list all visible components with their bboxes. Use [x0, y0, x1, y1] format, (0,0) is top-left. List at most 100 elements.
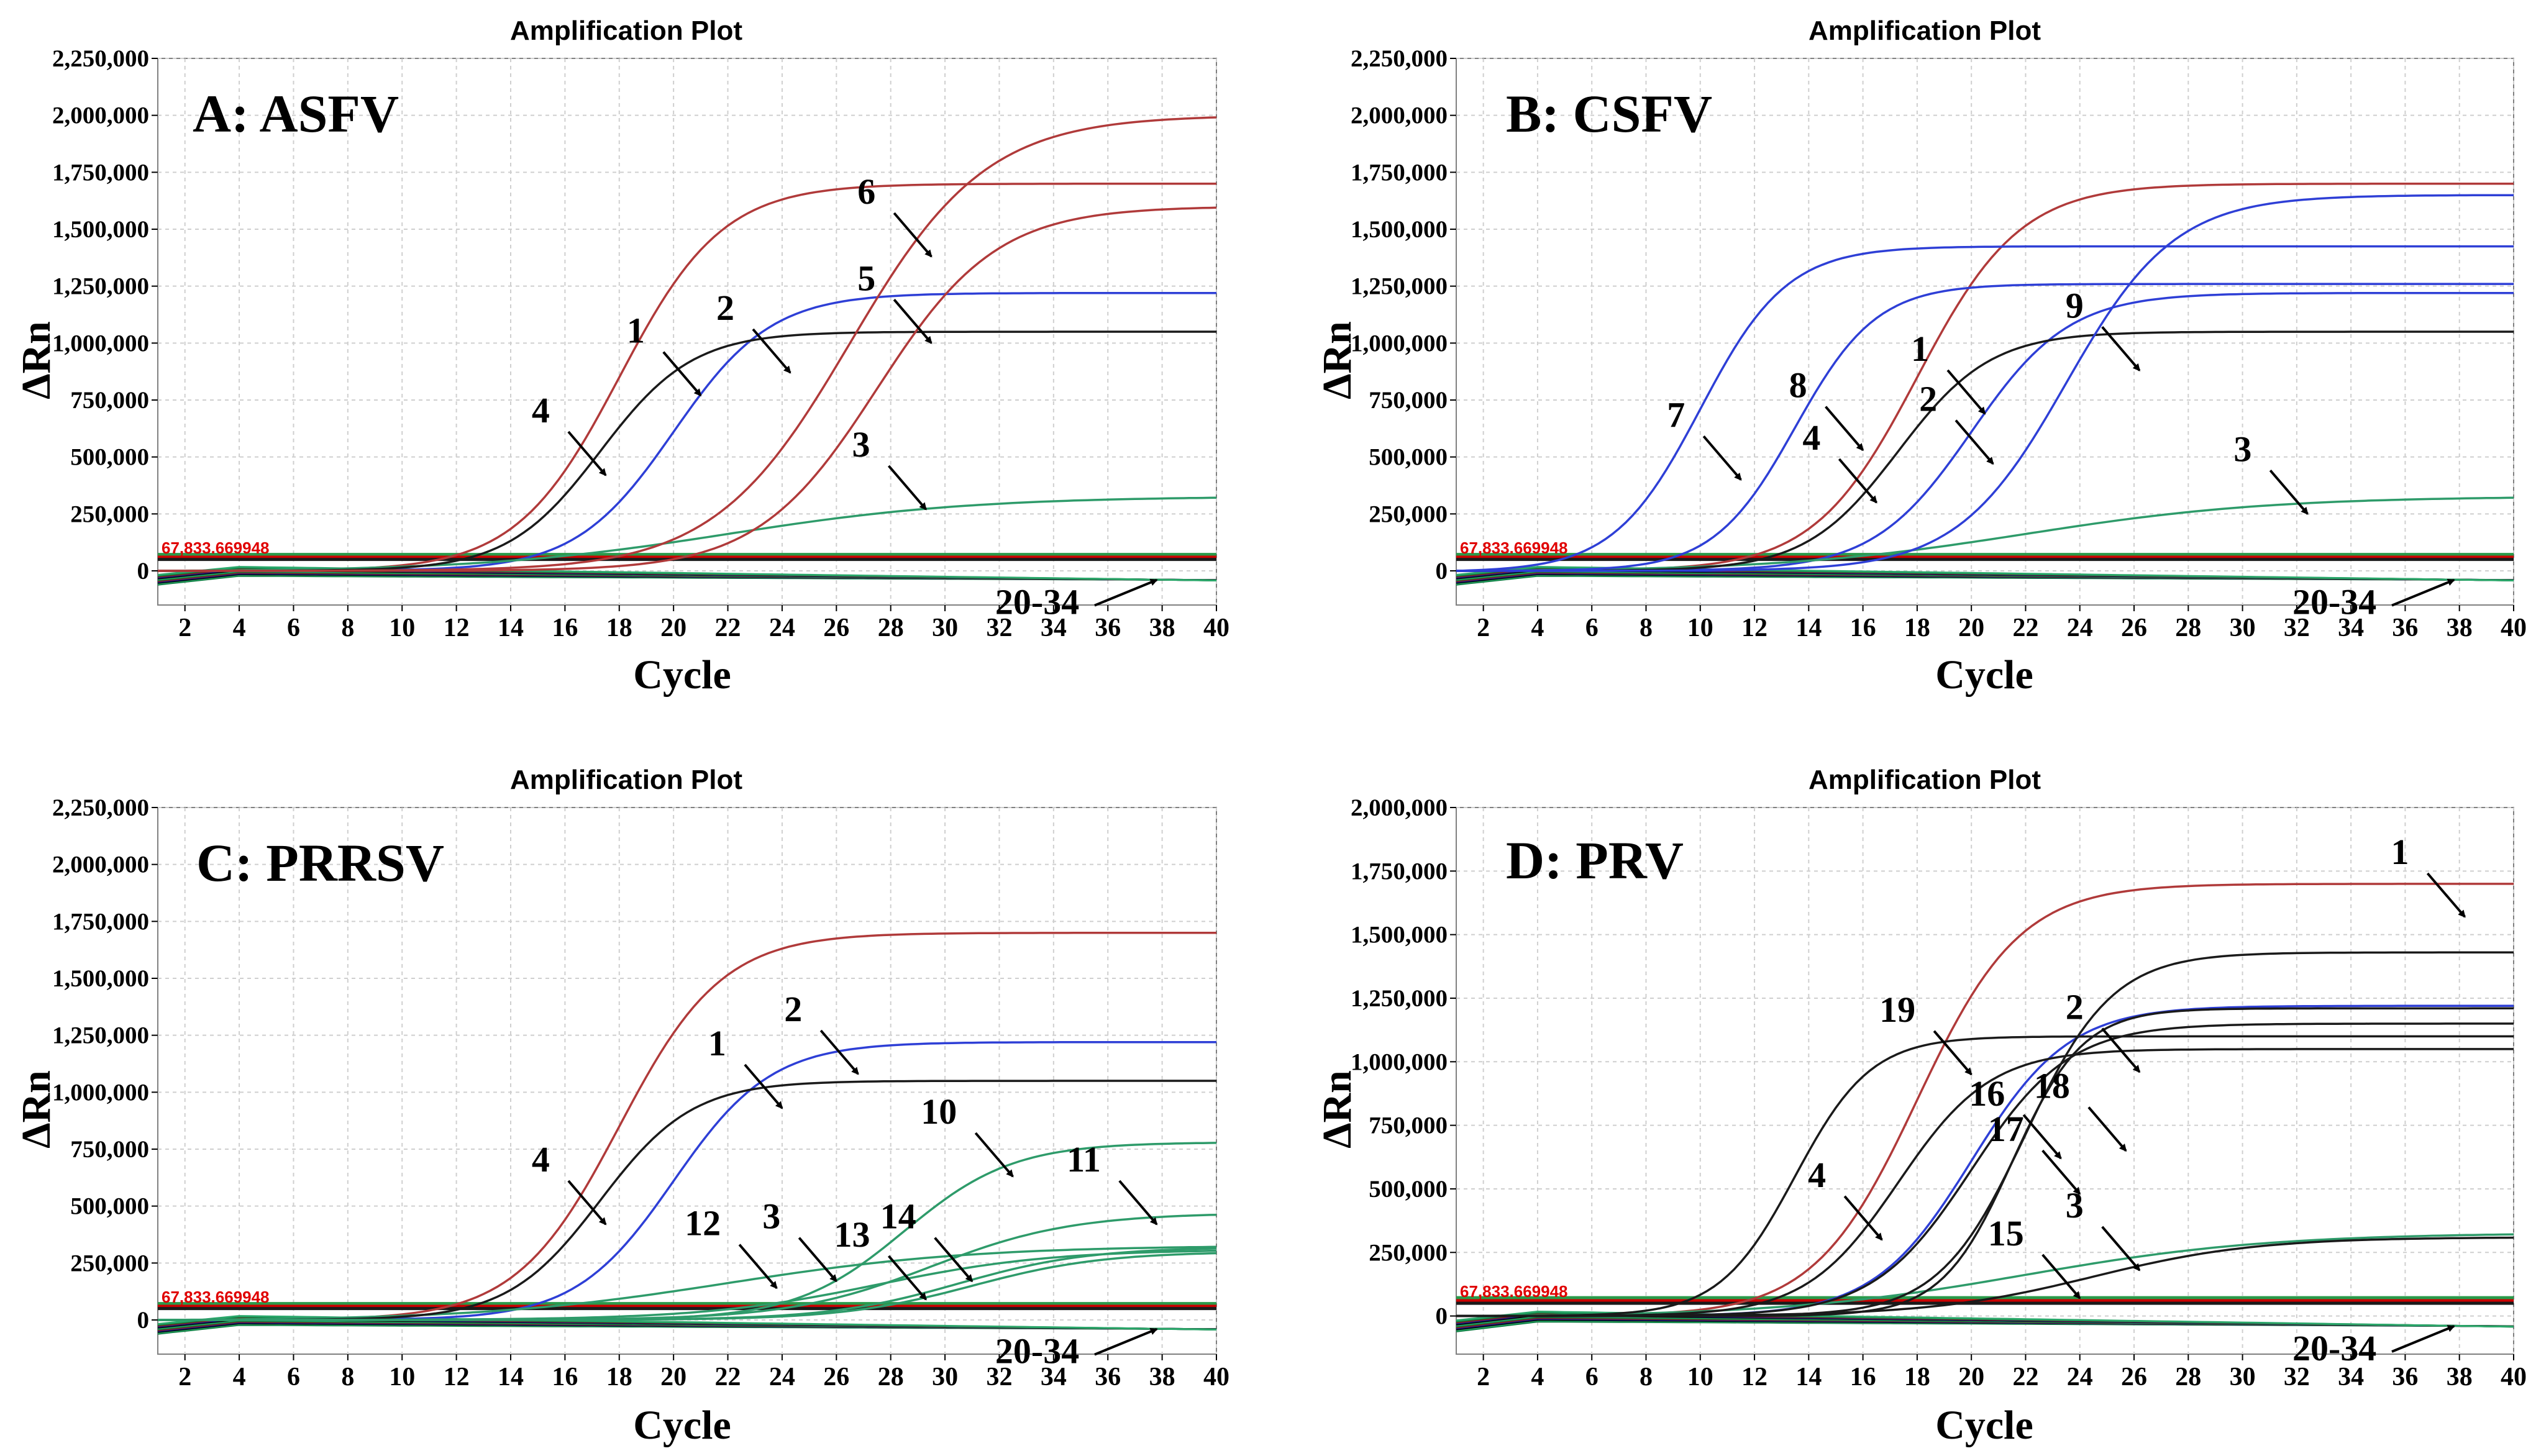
- x-tick-label: 8: [341, 614, 354, 642]
- curve-annotation: 4: [1808, 1155, 1826, 1195]
- annotation-arrow: [567, 1180, 607, 1226]
- x-tick-label: 36: [2392, 614, 2418, 642]
- annotation-arrow: [1118, 1180, 1158, 1226]
- x-tick-label: 14: [498, 614, 524, 642]
- x-tick-label: 40: [2501, 614, 2527, 642]
- annotation-arrow: [2041, 1254, 2081, 1299]
- curve-annotation: 19: [1879, 990, 1915, 1030]
- panel-label: C: PRRSV: [196, 833, 444, 893]
- amplification-curve: [1456, 951, 2514, 1317]
- curve-annotation: 3: [2233, 429, 2251, 469]
- annotation-arrow: [893, 212, 933, 258]
- curve-annotation: 4: [532, 390, 550, 430]
- y-tick-label: 250,000: [70, 501, 149, 527]
- x-tick-label: 30: [2230, 1363, 2256, 1391]
- y-tick-label: 500,000: [1369, 1176, 1448, 1203]
- curve-annotation: 16: [1969, 1073, 2005, 1114]
- x-tick-label: 4: [233, 1363, 246, 1391]
- annotation-arrow: [1702, 435, 1742, 481]
- threshold-label: 67,833.669948: [1460, 1282, 1568, 1301]
- x-tick-label: 34: [2338, 1363, 2364, 1391]
- amplification-curve: [1456, 1035, 2514, 1317]
- amplification-curve: [1456, 1233, 2514, 1317]
- threshold-label: 67,833.669948: [162, 1288, 270, 1306]
- x-tick-label: 36: [1095, 614, 1121, 642]
- panel-label: A: ASFV: [193, 84, 399, 143]
- x-tick-label: 36: [1095, 1363, 1121, 1391]
- y-axis-label: ΔRn: [1315, 1070, 1360, 1149]
- x-tick-label: 6: [287, 1363, 300, 1391]
- annotation-arrow: [1946, 369, 1986, 415]
- amplification-curve: [1456, 194, 2514, 572]
- x-tick-label: 40: [1203, 1363, 1229, 1391]
- curve-annotation: 13: [834, 1214, 870, 1255]
- panel-a-asfv: 2 4 6 8 10 12 14 16 18 20 22 24 26 28 30 32 34 36 38 400250…: [14, 16, 1229, 698]
- x-tick-label: 14: [1795, 1363, 1822, 1391]
- annotation-arrow: [2101, 1226, 2141, 1272]
- x-tick-label: 20: [1958, 1363, 1984, 1391]
- y-tick-label: 1,250,000: [52, 273, 149, 300]
- x-tick-label: 6: [287, 614, 300, 642]
- curve-annotation: 9: [2066, 285, 2084, 325]
- curve-annotation: 5: [857, 258, 875, 298]
- annotation-arrow: [2101, 326, 2141, 371]
- y-axis-label: ΔRn: [14, 1070, 59, 1149]
- curve-annotation: 7: [1667, 394, 1685, 435]
- annotation-arrow: [974, 1132, 1014, 1178]
- y-axis-label: ΔRn: [14, 321, 59, 399]
- y-tick-label: 1,750,000: [52, 159, 149, 186]
- x-tick-label: 2: [178, 1363, 191, 1391]
- x-tick-label: 22: [2012, 1363, 2038, 1391]
- curve-annotation: 3: [852, 424, 870, 465]
- x-tick-label: 10: [1687, 614, 1713, 642]
- curve-annotation: 3: [2066, 1185, 2084, 1226]
- panel-title: Amplification Plot: [510, 16, 742, 46]
- annotation-arrow: [1954, 419, 1994, 465]
- x-tick-label: 12: [444, 1363, 470, 1391]
- y-tick-label: 0: [137, 558, 150, 585]
- y-tick-label: 2,250,000: [1351, 45, 1448, 72]
- amplification-curve: [1456, 496, 2514, 572]
- x-axis-label: Cycle: [1935, 1403, 2033, 1448]
- panel-label: D: PRV: [1506, 830, 1684, 890]
- curve-annotation: 18: [2034, 1066, 2070, 1106]
- x-tick-label: 2: [1477, 1363, 1490, 1391]
- x-tick-label: 4: [1531, 614, 1544, 642]
- amplification-curve: [158, 116, 1217, 572]
- y-tick-label: 750,000: [70, 1136, 149, 1163]
- x-tick-label: 22: [715, 1363, 741, 1391]
- x-tick-label: 10: [389, 1363, 415, 1391]
- y-tick-label: 250,000: [1369, 501, 1448, 527]
- threshold-label: 67,833.669948: [1460, 539, 1568, 557]
- y-tick-label: 2,000,000: [1351, 102, 1448, 129]
- x-tick-label: 38: [2447, 614, 2473, 642]
- x-tick-label: 2: [1477, 614, 1490, 642]
- x-tick-label: 4: [233, 614, 246, 642]
- x-tick-label: 38: [2447, 1363, 2473, 1391]
- curve-annotation: 20-34: [2292, 582, 2376, 622]
- x-tick-label: 18: [1904, 1363, 1930, 1391]
- y-tick-label: 1,500,000: [52, 216, 149, 243]
- x-tick-label: 16: [1850, 1363, 1876, 1391]
- y-tick-label: 250,000: [70, 1250, 149, 1276]
- panel-title: Amplification Plot: [510, 765, 742, 795]
- x-tick-label: 14: [1795, 614, 1822, 642]
- amplification-curve: [158, 1252, 1217, 1321]
- x-tick-label: 32: [986, 1363, 1012, 1391]
- x-tick-label: 18: [606, 614, 632, 642]
- curve-annotation: 8: [1789, 365, 1807, 406]
- panel-title: Amplification Plot: [1808, 765, 2041, 795]
- y-tick-label: 500,000: [70, 444, 149, 471]
- curve-annotation: 12: [685, 1203, 721, 1244]
- x-tick-label: 30: [932, 614, 958, 642]
- annotation-arrow: [1094, 1327, 1158, 1356]
- y-tick-label: 750,000: [1369, 1112, 1448, 1139]
- x-tick-label: 16: [552, 614, 578, 642]
- y-tick-label: 1,750,000: [1351, 858, 1448, 885]
- y-tick-label: 1,500,000: [52, 965, 149, 992]
- x-tick-label: 8: [341, 1363, 354, 1391]
- x-tick-label: 26: [2121, 614, 2147, 642]
- panel-b-csfv: 2 4 6 8 10 12 14 16 18 20 22 24 26 28 30 32 34 36 38 400250…: [1315, 16, 2527, 698]
- x-tick-label: 12: [1741, 614, 1767, 642]
- curve-annotation: 15: [1988, 1213, 2024, 1254]
